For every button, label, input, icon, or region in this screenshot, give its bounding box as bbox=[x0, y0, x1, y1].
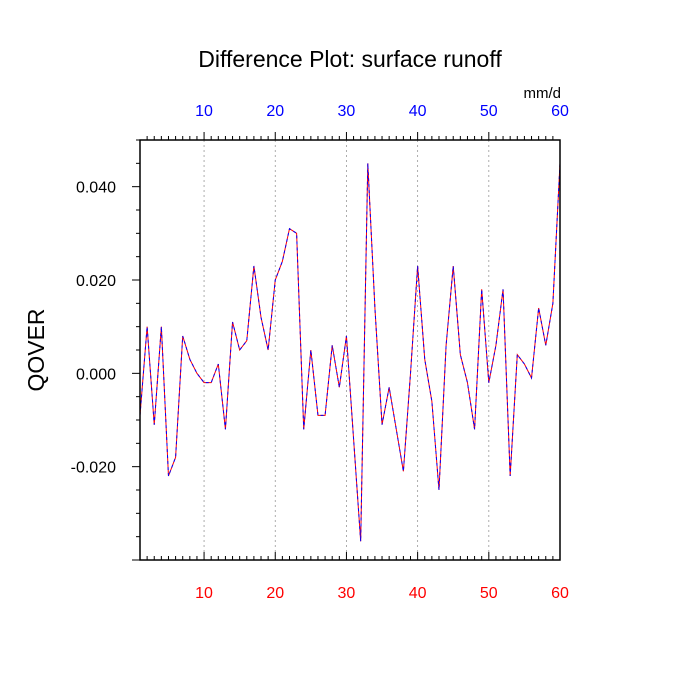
series-line-2 bbox=[139, 163, 561, 542]
top-tick-label: 10 bbox=[195, 103, 213, 120]
top-tick-label: 40 bbox=[409, 103, 427, 120]
plot-frame bbox=[139, 139, 561, 561]
top-tick-label: 20 bbox=[266, 103, 284, 120]
chart-title: Difference Plot: surface runoff bbox=[198, 46, 502, 72]
tick-labels: 10 10 20 20 30 30 40 40 50 50 60 60 -0.020 0.000 0.020… bbox=[71, 103, 569, 602]
x-tick-label: 50 bbox=[480, 585, 498, 602]
y-tick-label: 0.000 bbox=[76, 366, 116, 383]
top-tick-label: 30 bbox=[338, 103, 356, 120]
y-axis-label: QOVER bbox=[23, 308, 49, 391]
y-tick-label: 0.020 bbox=[76, 273, 116, 290]
top-tick-label: 50 bbox=[480, 103, 498, 120]
x-tick-label: 20 bbox=[266, 585, 284, 602]
axis-ticks bbox=[132, 132, 554, 561]
top-axis-unit: mm/d bbox=[524, 85, 562, 102]
y-tick-label: 0.040 bbox=[76, 180, 116, 197]
x-tick-label: 60 bbox=[551, 585, 569, 602]
y-tick-label: -0.020 bbox=[71, 460, 116, 477]
top-tick-label: 60 bbox=[551, 103, 569, 120]
grid-lines bbox=[203, 140, 490, 560]
series-line-1 bbox=[139, 163, 561, 542]
x-tick-label: 10 bbox=[195, 585, 213, 602]
series-lines bbox=[139, 163, 561, 542]
x-tick-label: 30 bbox=[338, 585, 356, 602]
x-tick-label: 40 bbox=[409, 585, 427, 602]
